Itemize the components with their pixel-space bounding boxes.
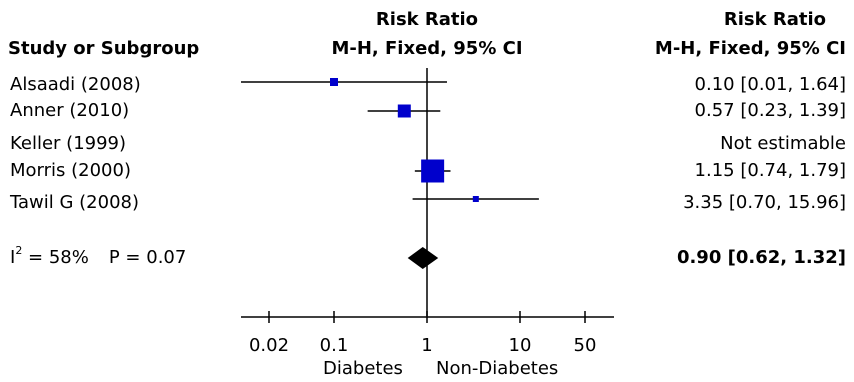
study-estimate: 3.35 [0.70, 15.96] (683, 192, 846, 213)
xlabel-right: Non-Diabetes (436, 358, 559, 379)
study-name: Alsaadi (2008) (10, 74, 141, 95)
study-estimate: 0.10 [0.01, 1.64] (694, 74, 846, 95)
xlabel-left: Diabetes (323, 358, 403, 379)
study-name: Tawil G (2008) (10, 192, 140, 213)
study-name: Morris (2000) (10, 160, 131, 181)
x-axis-tick-label: 50 (574, 335, 597, 356)
effect-marker (421, 159, 445, 183)
effect-marker (472, 196, 479, 202)
study-name: Anner (2010) (10, 100, 130, 121)
x-axis-tick-label: 0.02 (249, 335, 289, 356)
heterogeneity-stats: I2 = 58% P = 0.07 (10, 244, 187, 269)
effect-marker (330, 78, 338, 86)
effect-marker (397, 104, 411, 118)
heterogeneity-p-value: P = 0.07 (108, 247, 187, 268)
heterogeneity-i2-superscript: 2 (15, 244, 23, 257)
header-plot-method: M-H, Fixed, 95% CI (331, 38, 523, 59)
header-estimate-title: Risk Ratio (723, 9, 826, 30)
study-estimate: 0.57 [0.23, 1.39] (694, 100, 846, 121)
x-axis-tick-label: 10 (509, 335, 532, 356)
x-axis-tick-label: 0.1 (320, 335, 349, 356)
study-estimate: 1.15 [0.74, 1.79] (694, 160, 846, 181)
heterogeneity-i2-value: = 58% (22, 247, 89, 268)
heterogeneity-i2-letter: I (10, 247, 16, 268)
summary-diamond (407, 247, 439, 269)
study-estimate: Not estimable (720, 133, 846, 154)
header-plot-title: Risk Ratio (375, 9, 479, 30)
x-axis-tick-label: 1 (421, 335, 432, 356)
header-estimate-method: M-H, Fixed, 95% CI (654, 38, 846, 59)
header-study-column: Study or Subgroup (8, 38, 200, 59)
study-name: Keller (1999) (10, 133, 127, 154)
summary-estimate: 0.90 [0.62, 1.32] (676, 247, 846, 268)
